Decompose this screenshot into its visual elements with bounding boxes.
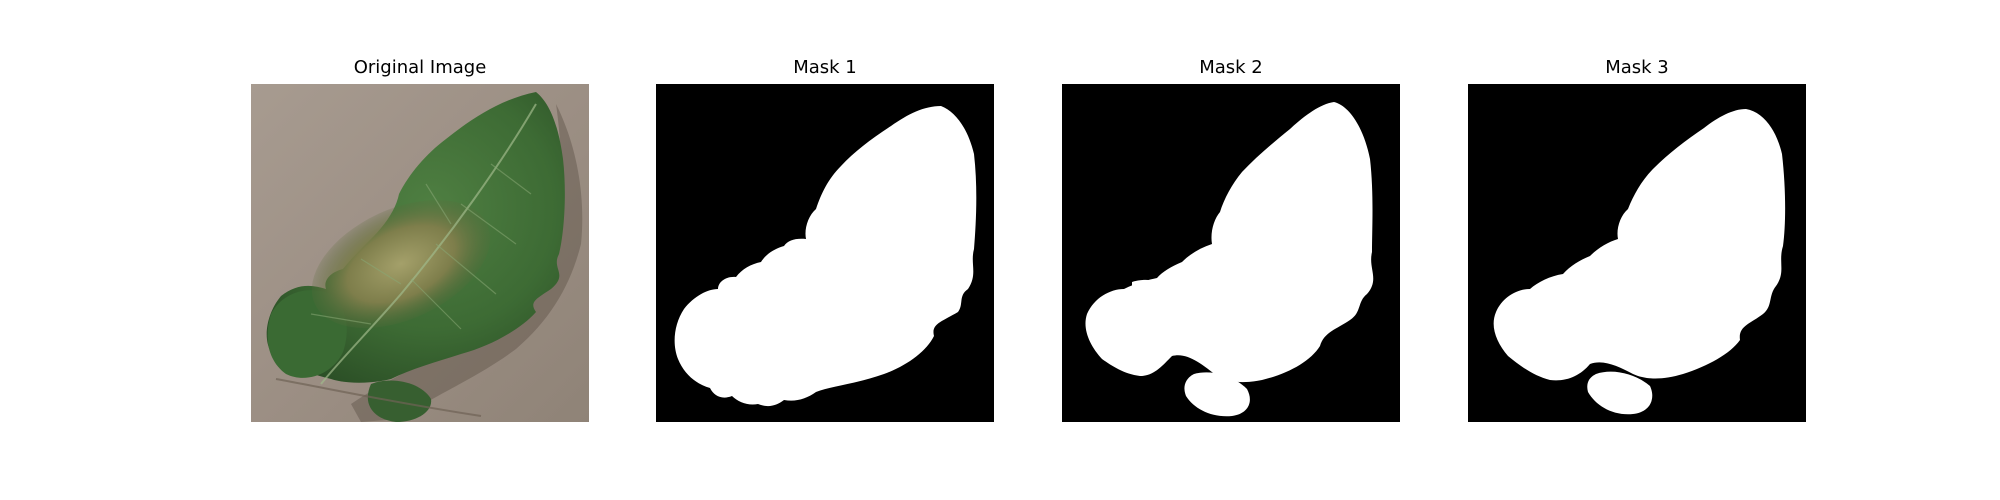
original-image-panel [251, 84, 589, 422]
panel-title-mask-2: Mask 2 [1062, 56, 1400, 80]
mask-3-image [1468, 84, 1806, 422]
panel-title-mask-3: Mask 3 [1468, 56, 1806, 80]
mask-1-image [656, 84, 994, 422]
mask-3-panel [1468, 84, 1806, 422]
mask-1-panel [656, 84, 994, 422]
mask-2-panel [1062, 84, 1400, 422]
leaf-photo [251, 84, 589, 422]
mask-2-image [1062, 84, 1400, 422]
panel-title-mask-1: Mask 1 [656, 56, 994, 80]
panel-title-original: Original Image [251, 56, 589, 80]
